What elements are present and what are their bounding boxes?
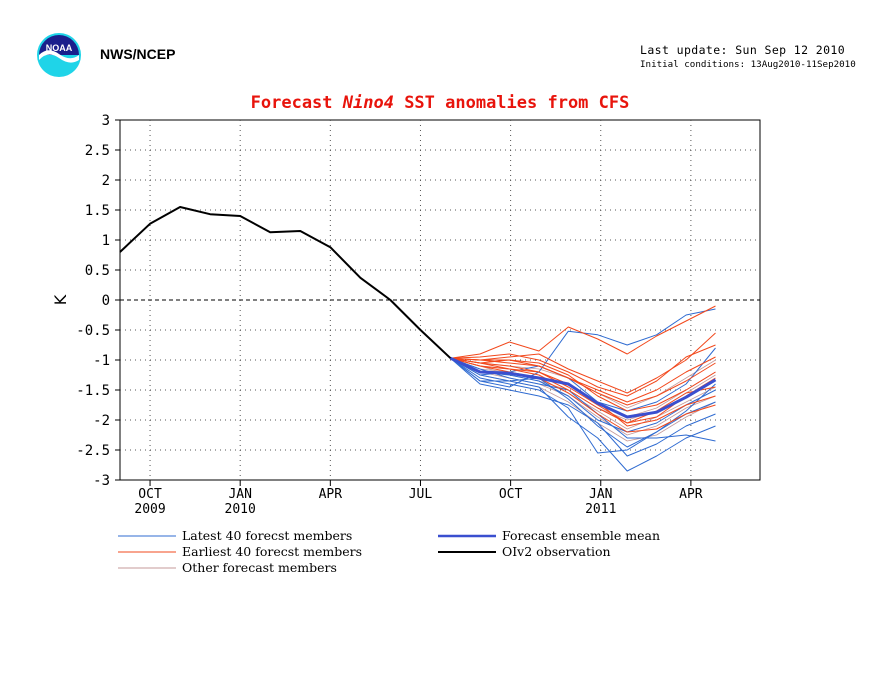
x-tick-year: 2009	[134, 502, 165, 517]
legend-label-latest: Latest 40 forecst members	[182, 528, 352, 543]
ensemble-mean-line	[449, 356, 717, 419]
earliest-member-line	[450, 356, 716, 403]
initial-conditions: Initial conditions: 13Aug2010-11Sep2010	[640, 59, 856, 70]
y-tick-label: 1	[102, 233, 110, 249]
y-axis-label: K	[51, 294, 70, 305]
x-tick-label: OCT	[138, 487, 162, 502]
x-tick-label: OCT	[499, 487, 523, 502]
x-tick-year: 2010	[225, 502, 256, 517]
legend-label-observation: OIv2 observation	[502, 544, 611, 559]
other-member-line	[450, 357, 716, 436]
y-tick-label: 3	[102, 113, 110, 129]
x-tick-label: APR	[679, 487, 703, 502]
latest-member-line	[450, 357, 716, 472]
noaa-logo: NOAA	[36, 32, 82, 78]
legend-label-earliest: Earliest 40 forecst members	[182, 544, 362, 559]
agency-name: NWS/NCEP	[100, 46, 176, 62]
last-update: Last update: Sun Sep 12 2010	[640, 43, 846, 57]
y-tick-label: -1.5	[76, 383, 110, 399]
earliest-member-line	[450, 305, 716, 359]
legend-label-mean: Forecast ensemble mean	[502, 528, 660, 543]
y-tick-label: 0	[102, 293, 110, 309]
x-tick-label: APR	[319, 487, 343, 502]
earliest-member-line	[450, 357, 716, 433]
y-tick-label: -2.5	[76, 443, 110, 459]
y-tick-label: -3	[93, 473, 110, 489]
noaa-logo-icon: NOAA	[37, 33, 81, 77]
x-tick-label: JUL	[409, 487, 433, 502]
legend-label-other: Other forecast members	[182, 560, 337, 575]
x-tick-year: 2011	[585, 502, 616, 517]
earliest-member-line	[450, 357, 716, 424]
y-tick-label: 2	[102, 173, 110, 189]
y-tick-label: -0.5	[76, 323, 110, 339]
chart-title: Forecast Nino4 SST anomalies from CFS	[251, 93, 630, 113]
logo-text: NOAA	[46, 43, 73, 53]
y-tick-label: 1.5	[85, 203, 110, 219]
earliest-member-line	[450, 344, 716, 397]
y-tick-label: -1	[93, 353, 110, 369]
x-tick-label: JAN	[228, 487, 251, 502]
x-tick-label: JAN	[589, 487, 612, 502]
observation-line	[119, 206, 452, 359]
y-tick-label: 2.5	[85, 143, 110, 159]
latest-member-line	[450, 357, 716, 457]
y-tick-label: -2	[93, 413, 110, 429]
latest-member-line	[450, 357, 716, 448]
page-header: NOAA NWS/NCEP Last update: Sun Sep 12 20…	[0, 0, 880, 120]
plot-frame	[119, 119, 761, 481]
earliest-member-line	[450, 357, 716, 424]
y-tick-label: 0.5	[85, 263, 110, 279]
